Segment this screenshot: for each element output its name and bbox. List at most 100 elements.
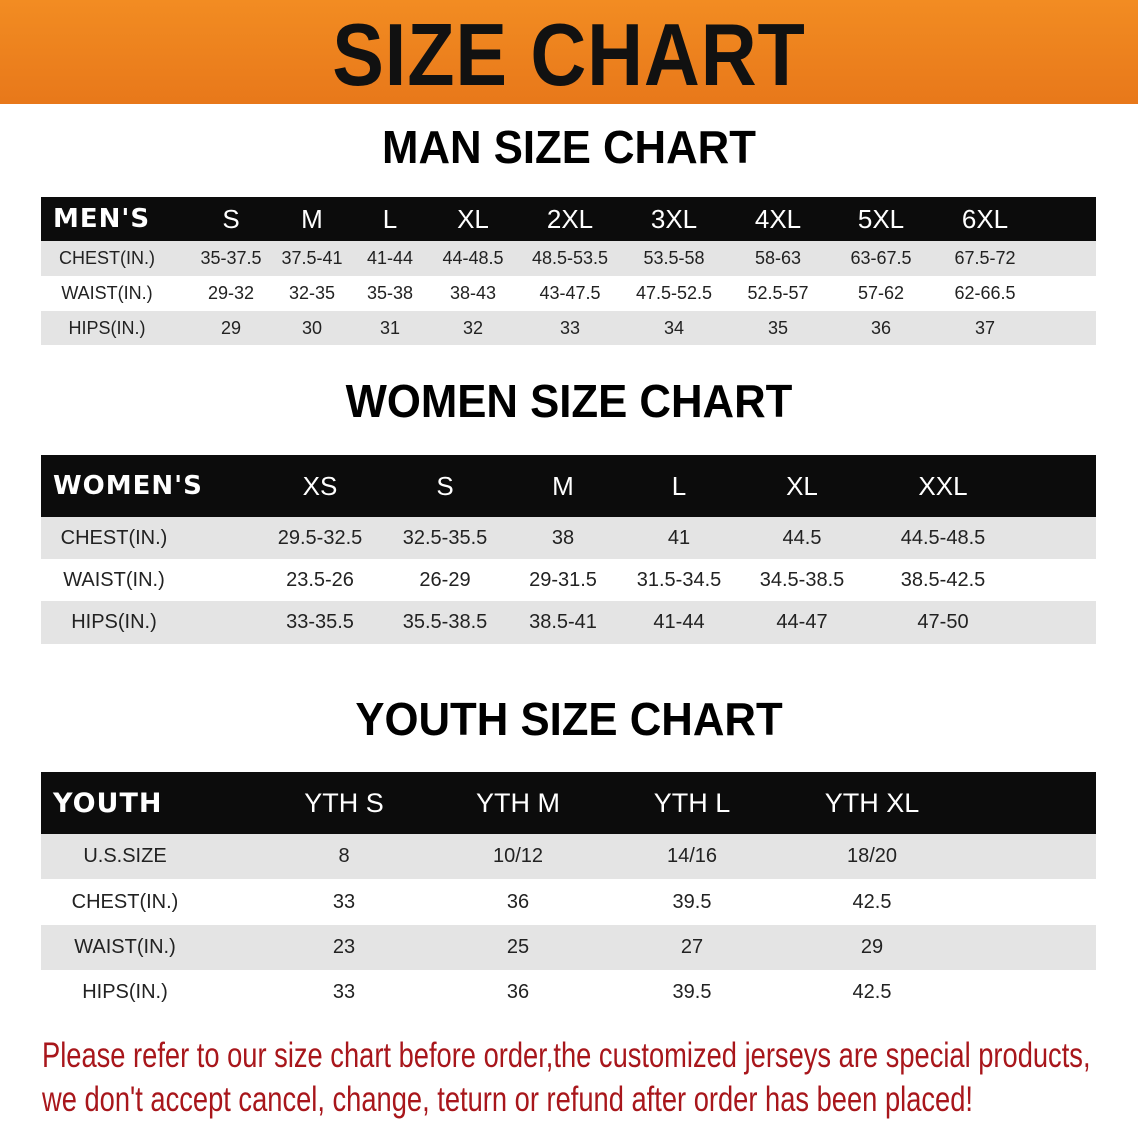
table-header-row: WOMEN'S XS S M L XL XXL [41, 455, 1096, 517]
row-label: CHEST(IN.) [59, 248, 155, 268]
size-header-cell: M [301, 203, 323, 234]
measurement-cell: 42.5 [852, 981, 892, 1003]
measurement-cell: 35-37.5 [200, 248, 262, 268]
table-row: HIPS(IN.) 33 36 39.5 42.5 [41, 970, 1096, 1015]
measurement-cell: 38-43 [449, 283, 497, 303]
measurement-cell: 67.5-72 [954, 248, 1016, 268]
size-header-cell: YTH XL [824, 787, 920, 818]
measurement-cell: 31.5-34.5 [636, 568, 722, 591]
size-header-cell: 3XL [650, 203, 698, 234]
notice-line-1: Please refer to our size chart before or… [42, 1036, 1091, 1075]
row-label: CHEST(IN.) [71, 890, 179, 913]
measurement-cell: 30 [301, 317, 323, 338]
measurement-cell: 34 [663, 317, 685, 338]
measurement-cell: 57-62 [857, 283, 905, 303]
measurement-cell: 23 [332, 936, 356, 958]
size-header-cell: XXL [918, 470, 968, 501]
row-label: HIPS(IN.) [71, 611, 157, 633]
measurement-cell: 33 [332, 981, 356, 1003]
measurement-cell: 32-35 [288, 283, 336, 303]
measurement-cell: 38.5-41 [529, 611, 597, 633]
measurement-cell: 41-44 [366, 248, 414, 268]
size-header-cell: 4XL [754, 203, 802, 234]
measurement-cell: 48.5-53.5 [531, 248, 609, 268]
measurement-cell: 63-67.5 [850, 248, 912, 268]
size-header-cell: S [222, 203, 240, 234]
measurement-cell: 35-38 [366, 283, 414, 303]
size-header-cell: S [436, 470, 454, 501]
row-label: WAIST(IN.) [63, 568, 165, 591]
measurement-cell: 33 [559, 317, 581, 338]
table-header-row: MEN'S S M L XL 2XL 3XL 4XL 5XL 6XL [41, 197, 1096, 241]
measurement-cell: 37.5-41 [281, 248, 343, 268]
table-header-row: YOUTH YTH S YTH M YTH L YTH XL [41, 772, 1096, 834]
measurement-cell: 44-48.5 [442, 248, 504, 268]
measurement-cell: 39.5 [672, 981, 712, 1003]
measurement-cell: 36 [506, 890, 530, 913]
measurement-cell: 43-47.5 [539, 283, 601, 303]
measurement-cell: 62-66.5 [954, 283, 1016, 303]
table-title-cell: MEN'S [53, 204, 151, 234]
measurement-cell: 53.5-58 [643, 248, 705, 268]
measurement-cell: 35 [767, 317, 789, 338]
youth-section-title: YOUTH SIZE CHART [355, 693, 783, 745]
size-header-cell: YTH M [476, 787, 560, 818]
table-row: CHEST(IN.) 29.5-32.5 32.5-35.5 38 41 44.5 44.5… [41, 517, 1096, 559]
measurement-cell: 25 [506, 936, 530, 958]
size-header-cell: XL [786, 470, 818, 501]
row-label: CHEST(IN.) [60, 526, 168, 549]
measurement-cell: 35.5-38.5 [402, 611, 488, 633]
measurement-cell: 34.5-38.5 [759, 568, 845, 591]
measurement-cell: 29-31.5 [529, 568, 597, 591]
table-row: WAIST(IN.) 23.5-26 26-29 29-31.5 31.5-34.5 34… [41, 559, 1096, 601]
measurement-cell: 47-50 [917, 611, 969, 633]
table-row: HIPS(IN.) 33-35.5 35.5-38.5 38.5-41 41-44 44-… [41, 601, 1096, 644]
table-row: CHEST(IN.) 33 36 39.5 42.5 [41, 879, 1096, 925]
measurement-cell: 29.5-32.5 [277, 526, 363, 549]
size-header-cell: M [552, 470, 574, 501]
measurement-cell: 42.5 [852, 890, 892, 913]
row-label: HIPS(IN.) [82, 981, 168, 1003]
size-header-cell: 5XL [857, 203, 905, 234]
size-header-cell: XS [302, 470, 338, 501]
table-title-cell: YOUTH [53, 787, 163, 819]
measurement-cell: 18/20 [846, 845, 898, 867]
measurement-cell: 27 [680, 936, 704, 958]
header-banner: SIZE CHART [0, 0, 1138, 104]
measurement-cell: 41 [667, 526, 691, 549]
table-row: WAIST(IN.) 23 25 27 29 [41, 925, 1096, 970]
table-row: CHEST(IN.) 35-37.5 37.5-41 41-44 44-48.5 48.5… [41, 241, 1096, 276]
measurement-cell: 52.5-57 [747, 283, 809, 303]
measurement-cell: 29 [860, 936, 884, 958]
men-section-title: MAN SIZE CHART [382, 121, 756, 173]
measurement-cell: 10/12 [492, 845, 544, 867]
row-label: WAIST(IN.) [74, 936, 176, 958]
measurement-cell: 44.5 [782, 526, 822, 549]
measurement-cell: 31 [379, 317, 401, 338]
banner-title: SIZE CHART [332, 5, 806, 104]
measurement-cell: 47.5-52.5 [635, 283, 713, 303]
table-row: U.S.SIZE 8 10/12 14/16 18/20 [41, 834, 1096, 879]
measurement-cell: 32.5-35.5 [402, 526, 488, 549]
notice-line-2: we don't accept cancel, change, teturn o… [42, 1080, 973, 1119]
size-header-cell: L [671, 470, 687, 501]
measurement-cell: 33 [332, 890, 356, 913]
measurement-cell: 41-44 [653, 611, 705, 633]
measurement-cell: 39.5 [672, 890, 712, 913]
measurement-cell: 14/16 [666, 845, 718, 867]
measurement-cell: 33-35.5 [286, 611, 354, 633]
measurement-cell: 36 [870, 317, 892, 338]
measurement-cell: 58-63 [754, 248, 802, 268]
measurement-cell: 23.5-26 [286, 568, 354, 591]
measurement-cell: 29 [220, 317, 242, 338]
measurement-cell: 38.5-42.5 [900, 568, 986, 591]
measurement-cell: 29-32 [207, 283, 255, 303]
measurement-cell: 37 [974, 317, 996, 338]
measurement-cell: 8 [338, 845, 350, 867]
measurement-cell: 44.5-48.5 [900, 526, 986, 549]
measurement-cell: 26-29 [419, 568, 471, 591]
table-row: WAIST(IN.) 29-32 32-35 35-38 38-43 43-47.5 47.… [41, 276, 1096, 311]
size-header-cell: 6XL [961, 203, 1009, 234]
table-title-cell: WOMEN'S [53, 471, 203, 501]
size-header-cell: 2XL [546, 203, 594, 234]
